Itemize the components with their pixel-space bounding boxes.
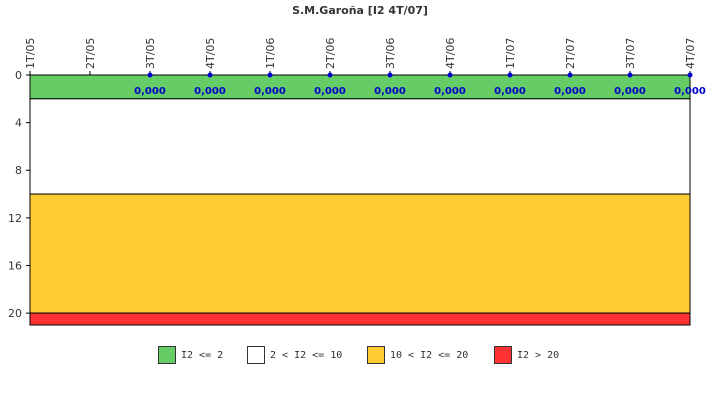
- y-tick-label-3: 12: [8, 212, 22, 225]
- x-tick-label-9: 2T/07: [564, 38, 577, 69]
- data-point-11: [687, 72, 693, 78]
- band-0: [29, 74, 691, 100]
- axes-layer: 0 4 8 12 16 20 1T/05 2T/05 3T/05 4T/05 1T/06 2T/06 3…: [8, 38, 697, 325]
- y-tick-label-2: 8: [15, 164, 22, 177]
- data-label-5: 0,000: [314, 86, 346, 97]
- legend-label: I2 <= 2: [181, 349, 224, 361]
- data-point-3: [207, 72, 213, 78]
- x-tick-label-6: 3T/06: [384, 38, 397, 69]
- data-label-4: 0,000: [254, 86, 286, 97]
- data-label-9: 0,000: [554, 86, 586, 97]
- x-tick-label-8: 1T/07: [504, 38, 517, 69]
- x-tick-label-3: 4T/05: [204, 38, 217, 69]
- data-label-11: 0,000: [674, 86, 706, 97]
- data-point-8: [507, 72, 513, 78]
- data-label-6: 0,000: [374, 86, 406, 97]
- data-point-7: [447, 72, 453, 78]
- x-tick-label-7: 4T/06: [444, 38, 457, 69]
- legend: I2 <= 2 2 < I2 <= 10 10 < I2 <= 20 I2 > 20: [0, 345, 720, 367]
- data-point-4: [267, 72, 273, 78]
- legend-item-0: I2 <= 2: [158, 345, 223, 365]
- legend-swatch: [494, 346, 512, 364]
- data-point-5: [327, 72, 333, 78]
- data-label-7: 0,000: [434, 86, 466, 97]
- legend-item-1: 2 < I2 <= 10: [247, 345, 342, 365]
- legend-item-3: I2 > 20: [494, 345, 559, 365]
- legend-label: 10 < I2 <= 20: [390, 349, 469, 361]
- data-point-9: [567, 72, 573, 78]
- data-label-2: 0,000: [134, 86, 166, 97]
- legend-label: I2 > 20: [517, 349, 560, 361]
- data-label-10: 0,000: [614, 86, 646, 97]
- band-3: [29, 312, 691, 326]
- data-point-2: [147, 72, 153, 78]
- legend-item-2: 10 < I2 <= 20: [367, 345, 468, 365]
- legend-label: 2 < I2 <= 10: [270, 349, 343, 361]
- y-tick-label-4: 16: [8, 259, 22, 272]
- y-tick-label-1: 4: [15, 117, 22, 130]
- x-tick-label-10: 3T/07: [624, 38, 637, 69]
- chart-title: S.M.Garoña [I2 4T/07]: [292, 4, 428, 17]
- band-1: [29, 98, 691, 195]
- data-label-3: 0,000: [194, 86, 226, 97]
- x-tick-label-11: 4T/07: [684, 38, 697, 69]
- x-tick-label-0: 1T/05: [24, 38, 37, 69]
- legend-swatch: [247, 346, 265, 364]
- x-tick-label-2: 3T/05: [144, 38, 157, 69]
- data-point-10: [627, 72, 633, 78]
- legend-swatch: [367, 346, 385, 364]
- x-tick-label-5: 2T/06: [324, 38, 337, 69]
- band-2: [29, 193, 691, 314]
- y-tick-label-5: 20: [8, 307, 22, 320]
- x-tick-label-4: 1T/06: [264, 38, 277, 69]
- data-label-8: 0,000: [494, 86, 526, 97]
- bands-layer: [29, 74, 691, 326]
- x-tick-label-1: 2T/05: [84, 38, 97, 69]
- legend-swatch: [158, 346, 176, 364]
- y-tick-label-0: 0: [15, 69, 22, 82]
- data-point-6: [387, 72, 393, 78]
- series-layer: 0,000 0,000 0,000 0,000 0,000 0,000 0,000 0,000…: [134, 72, 706, 97]
